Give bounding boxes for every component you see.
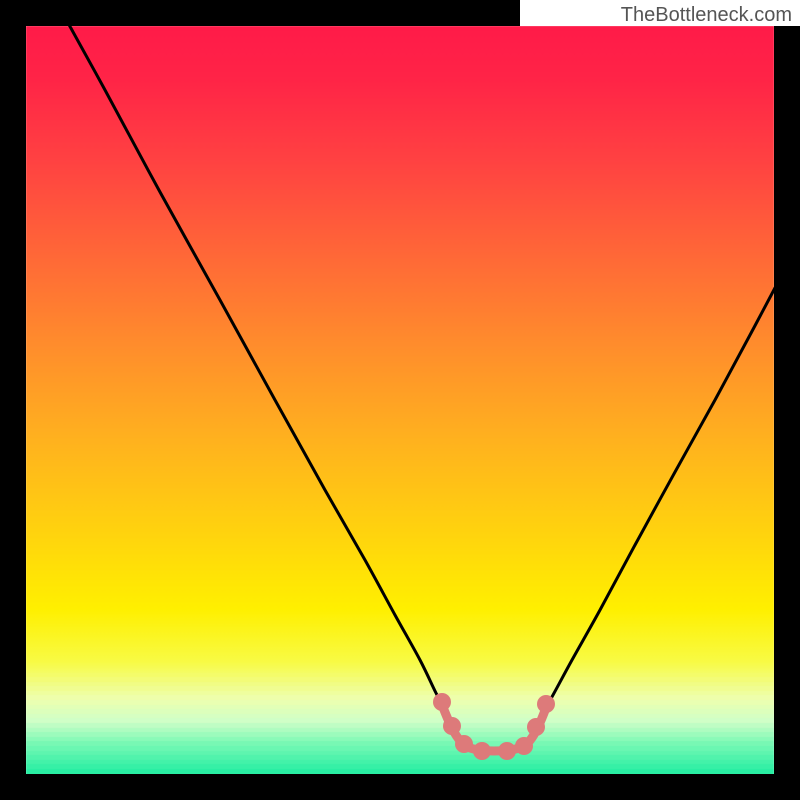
watermark-text: TheBottleneck.com (621, 4, 792, 27)
gradient-background (0, 0, 800, 800)
chart-container: TheBottleneck.com (0, 0, 800, 800)
